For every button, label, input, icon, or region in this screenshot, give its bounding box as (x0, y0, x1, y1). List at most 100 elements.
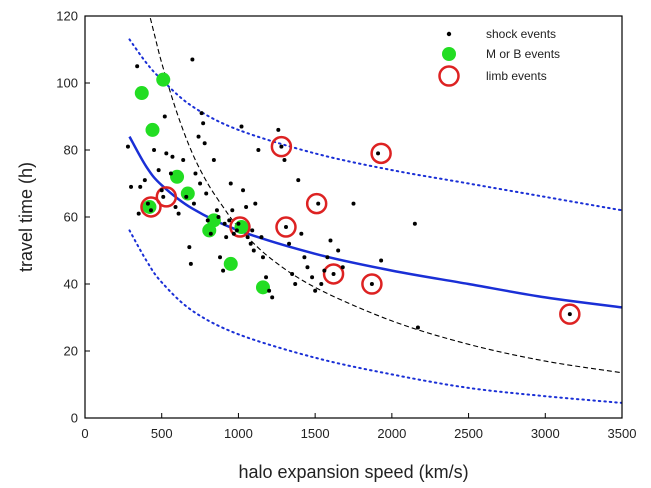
shock-event-marker (328, 238, 333, 243)
shock-event-marker (138, 184, 143, 189)
m-or-b-event-marker (145, 122, 160, 137)
limb-event-marker (140, 196, 162, 218)
x-tick-label: 1500 (301, 426, 330, 441)
shock-event-marker (379, 258, 384, 263)
shock-event-marker (253, 201, 258, 206)
x-tick-label: 2000 (377, 426, 406, 441)
m-or-b-event-marker (156, 72, 171, 87)
legend-label: M or B events (486, 47, 560, 61)
shock-event-marker (369, 282, 374, 286)
shock-event-marker (222, 221, 227, 226)
shock-event-marker (162, 114, 167, 119)
shock-event-marker (293, 282, 298, 286)
shock-event-marker (188, 261, 193, 266)
shock-event-marker (241, 188, 246, 193)
shock-event-marker (125, 144, 130, 149)
shock-event-marker (319, 282, 324, 286)
shock-event-marker (415, 325, 420, 330)
shock-event-marker (129, 184, 134, 189)
y-tick-label: 60 (64, 210, 78, 225)
shock-event-marker (299, 231, 304, 236)
shock-event-marker (264, 275, 269, 280)
shock-event-marker (251, 248, 256, 253)
points-layer (125, 57, 581, 330)
shock-event-marker (313, 288, 318, 293)
y-tick-label: 40 (64, 277, 78, 292)
shock-event-marker (248, 241, 253, 246)
shock-event-marker (239, 124, 244, 129)
shock-event-marker (231, 231, 236, 236)
shock-event-marker (198, 181, 203, 186)
shock-event-marker (282, 158, 287, 163)
y-tick-label: 100 (56, 76, 78, 91)
shock-event-marker (310, 275, 315, 280)
shock-event-marker (256, 148, 261, 152)
shock-event-marker (164, 151, 169, 156)
shock-event-marker (181, 158, 186, 163)
shock-event-marker (260, 255, 265, 260)
axes-layer: 0 500 1000 1500 2000 2500 3000 3500 0 20 40 60 80 100… (56, 9, 636, 442)
shock-event-marker (331, 271, 336, 276)
shock-event-marker (170, 154, 175, 159)
shock-event-marker (234, 228, 239, 233)
shock-event-marker (145, 201, 150, 206)
shock-event-marker (296, 178, 301, 183)
shock-event-marker (228, 181, 233, 186)
x-axis-label: halo expansion speed (km/s) (238, 462, 468, 482)
y-tick-label: 120 (56, 9, 78, 24)
shock-event-marker (211, 158, 216, 163)
shock-event-marker (196, 134, 201, 139)
y-tick-label: 80 (64, 143, 78, 158)
shock-event-marker (227, 218, 232, 223)
shock-event-marker (202, 141, 207, 146)
legend-label: limb events (486, 69, 547, 83)
shock-event-marker (208, 231, 213, 236)
shock-event-marker (193, 171, 198, 176)
shock-event-marker (305, 265, 310, 270)
upper-bound-curve (128, 38, 622, 212)
limb-event-marker (370, 142, 392, 165)
limb-event-marker (270, 135, 293, 158)
shock-event-marker (567, 312, 572, 317)
shock-event-marker (176, 211, 181, 216)
shock-event-marker (214, 208, 219, 213)
shock-event-marker (173, 204, 178, 209)
legend: shock events M or B events limb events (438, 27, 560, 87)
legend-label: shock events (486, 27, 556, 41)
m-or-b-event-marker (255, 280, 270, 295)
shock-event-marker (201, 121, 206, 126)
limb-event-marker (305, 192, 328, 215)
x-tick-label: 1000 (224, 426, 253, 441)
shock-event-marker (218, 255, 223, 260)
x-tick-label: 500 (151, 426, 173, 441)
legend-shock-marker (446, 31, 452, 37)
shock-event-marker (221, 268, 226, 273)
shock-event-marker (351, 201, 356, 206)
legend-m-or-b-marker (442, 47, 456, 61)
m-or-b-event-marker (223, 256, 238, 271)
lower-bound-curve (128, 229, 622, 404)
shock-event-marker (276, 127, 281, 132)
x-tick-label: 3500 (608, 426, 637, 441)
legend-limb-marker (438, 65, 460, 87)
plot-area (85, 16, 622, 418)
shock-event-marker (161, 194, 166, 199)
shock-event-marker (336, 248, 341, 253)
m-or-b-event-marker (142, 199, 157, 214)
fit-curve (128, 135, 622, 309)
limb-event-marker (361, 273, 383, 295)
limb-event-marker (322, 263, 345, 285)
x-tick-label: 0 (81, 426, 88, 441)
y-tick-label: 0 (71, 411, 78, 426)
shock-event-marker (159, 188, 164, 193)
shock-event-marker (168, 171, 173, 176)
shock-event-marker (205, 218, 210, 223)
shock-event-marker (236, 221, 241, 226)
curves-layer (128, 16, 622, 404)
shock-event-marker (142, 178, 147, 183)
x-tick-label: 2500 (454, 426, 483, 441)
m-or-b-event-marker (134, 86, 149, 101)
shock-event-marker (290, 271, 295, 276)
y-axis-label: travel time (h) (16, 162, 36, 272)
